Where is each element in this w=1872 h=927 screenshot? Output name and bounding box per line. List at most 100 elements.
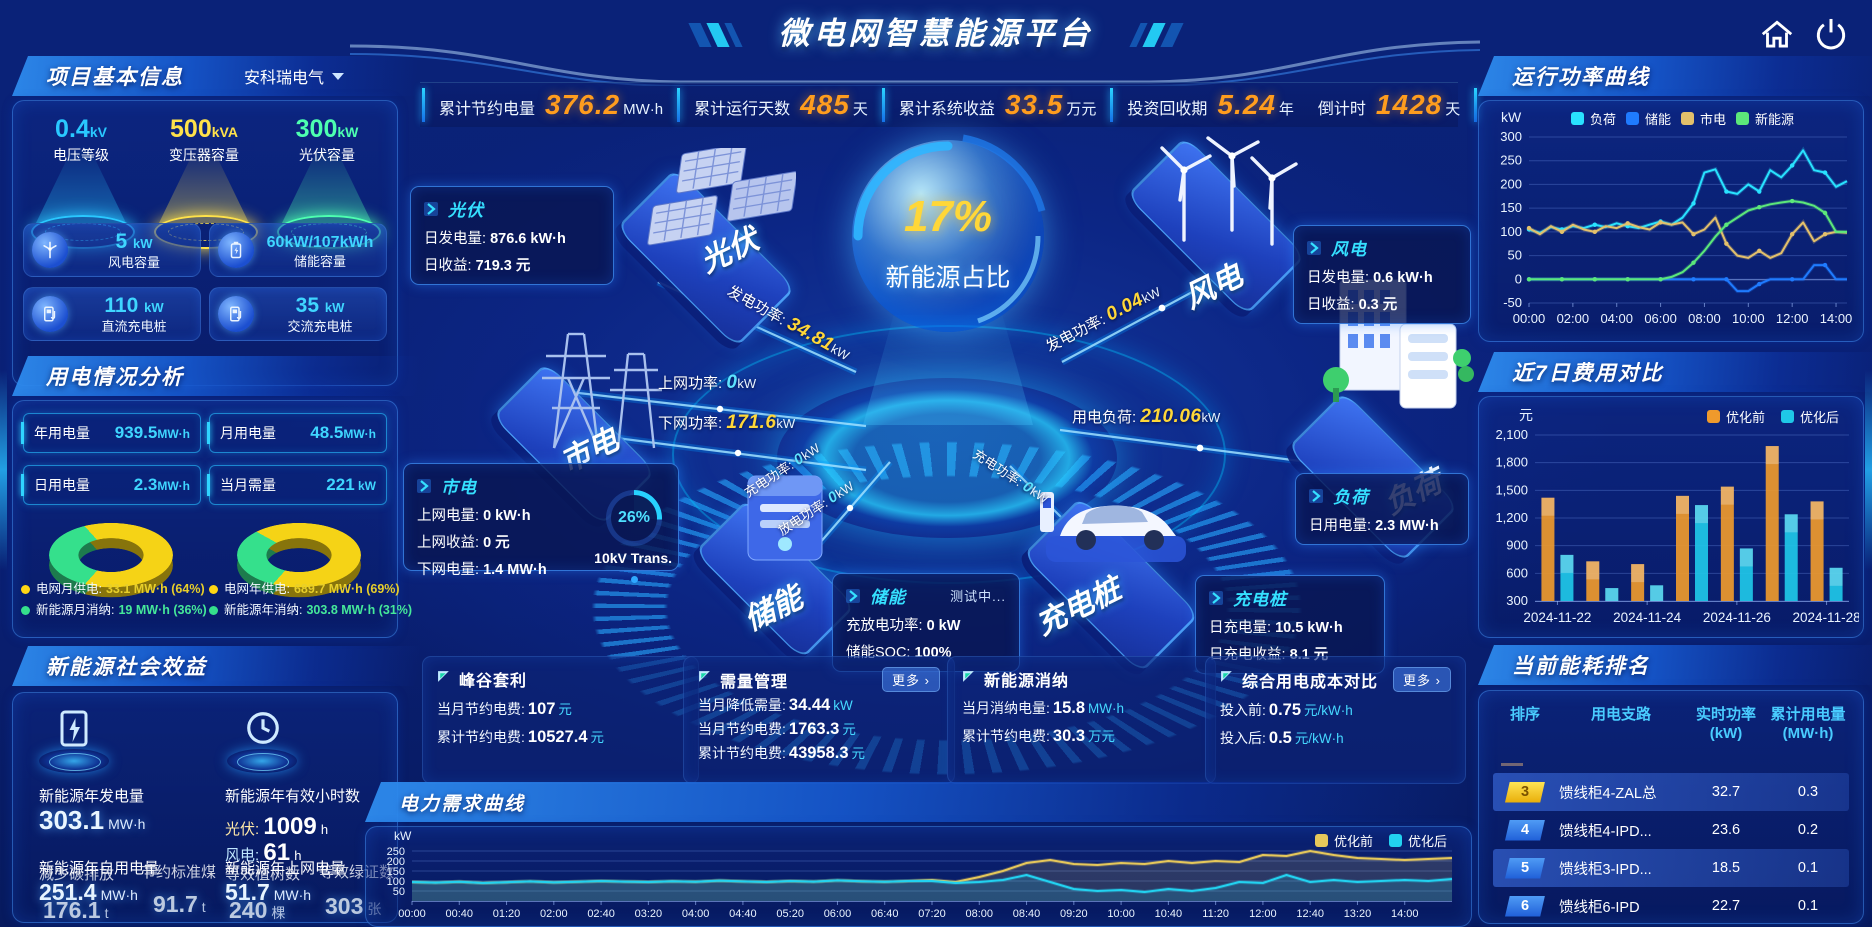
legend-item-新能源[interactable]: 新能源 <box>1736 109 1794 128</box>
legend-item-优化后[interactable]: 优化后 <box>1780 407 1839 426</box>
cost-compare-chart[interactable]: 2,100 1,800 1,500 1,200 900 600 300 2024-11-22 2… <box>1483 401 1859 631</box>
svg-text:06:40: 06:40 <box>871 908 899 920</box>
svg-text:13:20: 13:20 <box>1344 908 1372 920</box>
panel-cost-compare: 元 优化前 优化后 2,100 1,800 1,500 1,200 900 600 300 20… <box>1478 396 1864 638</box>
svg-text:10:00: 10:00 <box>1732 311 1765 326</box>
svg-text:04:40: 04:40 <box>729 908 757 920</box>
year-energy-donut[interactable] <box>237 505 367 598</box>
capacity-cone: 500kVA 变压器容量 <box>146 115 262 265</box>
benefit-label: 新能源年上网电量 <box>225 860 346 877</box>
kpi-stat-value: 33.5 <box>1004 89 1064 120</box>
month-energy-donut[interactable] <box>49 505 179 598</box>
legend-item-市电[interactable]: 市电 <box>1681 109 1726 128</box>
svg-text:1,800: 1,800 <box>1495 455 1528 470</box>
cone-label: 光伏容量 <box>299 147 355 163</box>
info-box-title-text: 充电桩 <box>1233 590 1287 609</box>
rank-badge: 4 <box>1505 819 1545 841</box>
solar-panels-icon <box>647 148 796 246</box>
svg-text:100: 100 <box>1500 224 1522 239</box>
branch-name: 馈线柜6-IPD <box>1559 899 1640 916</box>
cone-value: 0.4kV <box>55 115 107 143</box>
info-box-title: 风电 <box>1307 235 1457 260</box>
legend-label: 新能源 <box>1755 112 1795 127</box>
ranking-column-header: 排序 <box>1493 705 1557 743</box>
right-edge-accent <box>1865 370 1872 570</box>
info-box-row: 上网电量: 0 kW·h <box>417 504 665 525</box>
cost-chart-legend: 优化前 优化后 <box>1706 407 1839 426</box>
panel-usage-analysis: 年用电量 939.5MW·h 月用电量 48.5MW·h 日用电量 2.3MW·h 当月需量… <box>12 400 412 638</box>
more-button[interactable]: 更多 › <box>882 667 940 692</box>
svg-text:2024-11-24: 2024-11-24 <box>1613 610 1682 625</box>
battery-cabinet-icon <box>747 475 823 561</box>
panel-power-curve: kW 负荷 储能 市电 新能源 300 250 200 150 100 50 0 -50 00:00 0… <box>1478 100 1864 342</box>
usage-stat-box: 日用电量 2.3MW·h <box>23 465 201 505</box>
power-icon[interactable] <box>1812 15 1850 53</box>
load-info-box: 负荷 日用电量: 2.3 MW·h <box>1295 473 1469 545</box>
chevron-right-icon <box>1209 590 1225 605</box>
legend-label: 新能源月消纳: <box>36 603 115 617</box>
rank-badge: 3 <box>1505 781 1545 803</box>
donut-ring <box>237 522 361 588</box>
info-box-title-text: 风电 <box>1331 240 1367 259</box>
info-box-title-text: 储能 <box>870 588 906 607</box>
legend-item-优化前[interactable]: 优化前 <box>1314 831 1373 850</box>
kpi-card-row: 投入前: 0.75 元/kW·h <box>1220 699 1451 720</box>
ranking-table-row[interactable]: 4 馈线柜4-IPD... 23.6 0.2 <box>1493 811 1849 849</box>
company-dropdown[interactable]: 安科瑞电气 <box>244 64 344 88</box>
gauge-hole <box>611 495 657 541</box>
usage-stat-label: 月用电量 <box>220 425 276 441</box>
kpi-card-row: 累计节约电费: 30.3 万元 <box>962 725 1201 746</box>
info-box-status: 测试中... <box>950 589 1006 604</box>
panel-title: 用电情况分析 <box>46 366 184 389</box>
kpi-stat-item: 累计系统收益 33.5 万元 <box>887 89 1109 121</box>
ranking-table-row[interactable]: 5 馈线柜3-IPD... 18.5 0.1 <box>1493 849 1849 887</box>
cumulative-energy: 0.3 <box>1797 784 1819 800</box>
info-row-value: 1.4 MW·h <box>483 562 547 578</box>
panel-title: 项目基本信息 <box>46 66 184 89</box>
pv-hours: 光伏: 1009 h <box>225 813 329 840</box>
ranking-table-row[interactable]: 6 馈线柜6-IPD 22.7 0.1 <box>1493 887 1849 923</box>
info-box-title: 负荷 <box>1309 483 1455 508</box>
capacity-card-value: 5 kW <box>115 229 153 253</box>
info-box-title-text: 光伏 <box>448 201 484 220</box>
legend-item-负荷[interactable]: 负荷 <box>1571 109 1616 128</box>
info-row-label: 下网电量: <box>417 562 484 578</box>
wind-turbine-icon <box>32 232 68 268</box>
svg-text:11:20: 11:20 <box>1202 908 1229 920</box>
cumulative-energy: 0.1 <box>1797 860 1819 876</box>
rank-cell: 6 <box>1493 895 1557 917</box>
wind-info-box: 风电 日发电量: 0.6 kW·h 日收益: 0.3 元 <box>1293 225 1471 324</box>
usage-stat-value: 939.5MW·h <box>114 423 190 442</box>
kpi-row-value: 43958.3 <box>788 744 849 762</box>
renewable-percent: 17% <box>903 192 993 241</box>
benefit-value: 303.1 MW·h <box>39 805 146 835</box>
kpi-stat-value: 5.24 <box>1217 89 1276 120</box>
kpi-row-label: 累计节约电费: <box>962 728 1050 744</box>
legend-dot <box>21 585 30 594</box>
pagination-dot[interactable] <box>631 576 638 583</box>
svg-text:12:00: 12:00 <box>1776 311 1809 326</box>
storage-info-box: 储能 测试中... 充放电功率: 0 kW 储能SOC: 100% <box>832 573 1020 672</box>
ranking-table-rows: 3 馈线柜4-ZAL总 32.7 0.3 4 馈线柜4-IPD... 23.6 0.2 5 馈线柜… <box>1493 773 1849 923</box>
info-box-row: 日收益: 719.3 元 <box>424 254 600 275</box>
info-box-row: 下网电量: 1.4 MW·h <box>417 558 665 579</box>
legend-item-优化前[interactable]: 优化前 <box>1706 407 1765 426</box>
home-icon[interactable] <box>1758 16 1796 54</box>
chevron-down-icon <box>332 73 344 80</box>
kpi-stat-label: 累计运行天数 <box>694 101 791 118</box>
charger-icon <box>32 296 68 332</box>
info-row-label: 日收益: <box>1307 297 1359 313</box>
left-edge-accent <box>0 370 7 570</box>
kpi-row-value: 30.3 <box>1052 727 1086 745</box>
more-button[interactable]: 更多 › <box>1393 667 1451 692</box>
benefit-label: 新能源年发电量 <box>39 788 145 805</box>
realtime-power: 32.7 <box>1711 784 1741 800</box>
ranking-table-row[interactable]: 3 馈线柜4-ZAL总 32.7 0.3 <box>1493 773 1849 811</box>
kpi-row-unit: kW <box>833 698 853 713</box>
capacity-card-value: 35 kW <box>295 293 345 317</box>
legend-item-优化后[interactable]: 优化后 <box>1388 831 1447 850</box>
column-subtitle: (MW·h) <box>1782 725 1834 742</box>
legend-item-储能[interactable]: 储能 <box>1626 109 1671 128</box>
